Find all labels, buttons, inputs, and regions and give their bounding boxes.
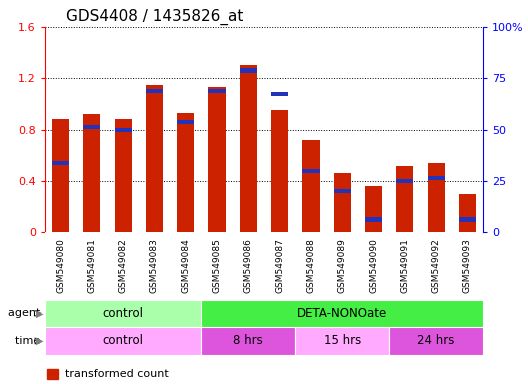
Text: GSM549083: GSM549083 (150, 238, 159, 293)
Text: GSM549086: GSM549086 (244, 238, 253, 293)
Bar (396, 179, 413, 183)
Bar (83, 125, 100, 129)
Text: 24 hrs: 24 hrs (418, 334, 455, 348)
Bar (334, 189, 351, 193)
Bar (115, 119, 132, 232)
Bar (177, 120, 194, 124)
Bar (295, 327, 389, 355)
Bar (146, 84, 163, 232)
Bar (47, 369, 58, 379)
Text: GDS4408 / 1435826_at: GDS4408 / 1435826_at (66, 9, 243, 25)
Text: 15 hrs: 15 hrs (324, 334, 361, 348)
Bar (240, 65, 257, 232)
Bar (45, 327, 201, 355)
Bar (115, 127, 132, 132)
Text: control: control (102, 334, 144, 348)
Bar (428, 176, 445, 180)
Bar (45, 300, 201, 327)
Text: transformed count: transformed count (64, 369, 168, 379)
Bar (396, 166, 413, 232)
Text: 8 hrs: 8 hrs (233, 334, 263, 348)
Bar (177, 113, 194, 232)
Text: ▶: ▶ (36, 308, 44, 318)
Text: GSM549082: GSM549082 (119, 238, 128, 293)
Text: GSM549081: GSM549081 (87, 238, 96, 293)
Bar (459, 217, 476, 222)
Bar (240, 68, 257, 73)
Text: GSM549087: GSM549087 (275, 238, 284, 293)
Bar (365, 186, 382, 232)
Bar (271, 92, 288, 96)
Text: GSM549090: GSM549090 (369, 238, 378, 293)
Bar (303, 169, 319, 173)
Text: time: time (15, 336, 44, 346)
Text: agent: agent (8, 308, 44, 318)
Text: GSM549089: GSM549089 (338, 238, 347, 293)
Text: ▶: ▶ (36, 336, 44, 346)
Bar (428, 163, 445, 232)
Bar (146, 89, 163, 93)
Bar (201, 327, 295, 355)
Bar (52, 161, 69, 165)
Text: GSM549085: GSM549085 (213, 238, 222, 293)
Bar (201, 300, 483, 327)
Bar (209, 87, 225, 232)
Text: GSM549093: GSM549093 (463, 238, 472, 293)
Bar (334, 173, 351, 232)
Bar (303, 140, 319, 232)
Bar (271, 110, 288, 232)
Bar (209, 89, 225, 93)
Text: control: control (102, 307, 144, 320)
Bar (83, 114, 100, 232)
Bar (389, 327, 483, 355)
Text: GSM549088: GSM549088 (306, 238, 315, 293)
Bar (365, 217, 382, 222)
Text: GSM549092: GSM549092 (432, 238, 441, 293)
Text: GSM549084: GSM549084 (181, 238, 190, 293)
Bar (459, 194, 476, 232)
Text: DETA-NONOate: DETA-NONOate (297, 307, 388, 320)
Text: GSM549091: GSM549091 (400, 238, 409, 293)
Text: GSM549080: GSM549080 (56, 238, 65, 293)
Bar (52, 119, 69, 232)
